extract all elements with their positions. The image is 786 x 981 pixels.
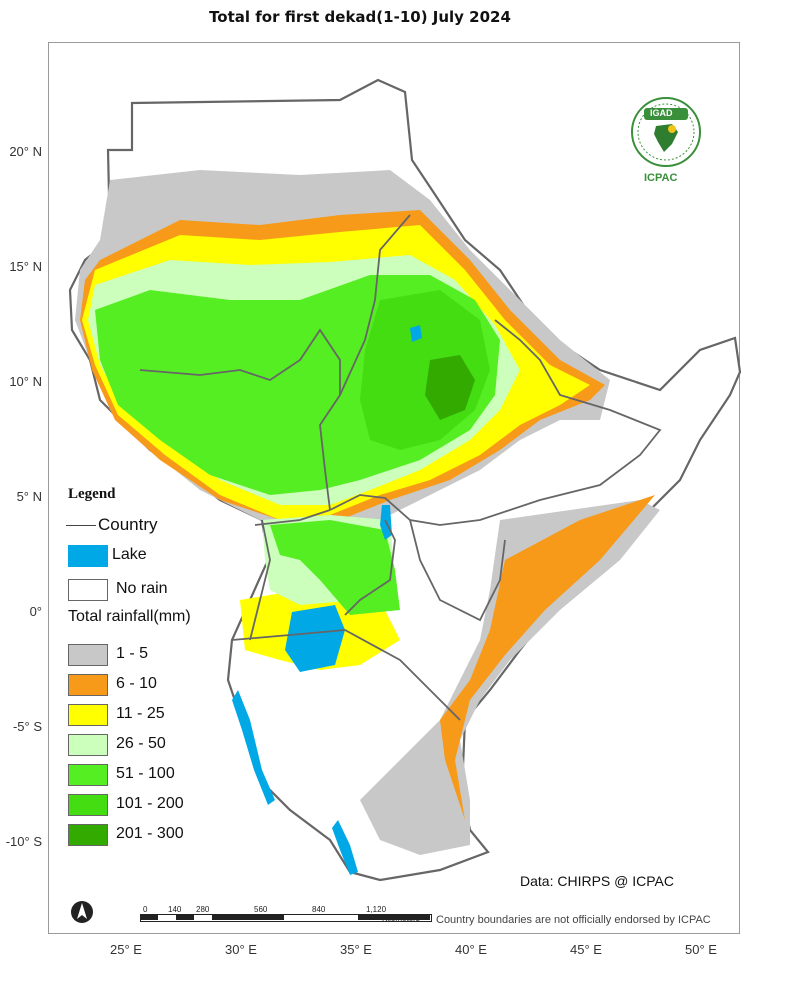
legend-class-swatch — [68, 644, 108, 666]
scale-tick-label: 560 — [254, 905, 268, 914]
legend-no-rain-label: No rain — [116, 580, 168, 597]
legend-class-swatch — [68, 794, 108, 816]
lon-label: 45° E — [570, 942, 602, 957]
data-source: Data: CHIRPS @ ICPAC — [520, 873, 674, 889]
rain-zone-1-5-south — [360, 500, 660, 855]
legend-rainfall-title: Total rainfall(mm) — [68, 608, 191, 625]
legend-lake-swatch — [68, 545, 108, 567]
lat-label: 20° N — [9, 144, 42, 159]
lat-label: 5° N — [16, 489, 42, 504]
legend-no-rain-swatch — [68, 579, 108, 601]
lon-label: 35° E — [340, 942, 372, 957]
igad-icpac-logo — [631, 97, 701, 167]
lake-victoria — [285, 605, 345, 672]
lat-label: 10° N — [9, 374, 42, 389]
lat-label: -10° S — [5, 834, 42, 849]
legend-class-label: 101 - 200 — [116, 795, 184, 812]
legend-class-swatch — [68, 734, 108, 756]
legend-class-label: 11 - 25 — [116, 705, 165, 722]
map-title: Total for first dekad(1-10) July 2024 — [209, 8, 511, 26]
scale-tick-label: 140 — [168, 905, 182, 914]
legend-class-label: 26 - 50 — [116, 735, 166, 752]
legend-class-label: 201 - 300 — [116, 825, 184, 842]
lon-label: 50° E — [685, 942, 717, 957]
legend-class-swatch — [68, 704, 108, 726]
scale-unit: Kilometers — [382, 914, 420, 923]
country-boundaries — [139, 214, 662, 721]
scale-tick-label: 840 — [312, 905, 326, 914]
lake-tanganyika — [232, 690, 275, 805]
lat-label: -5° S — [12, 719, 42, 734]
logo-text-top: IGAD — [650, 108, 673, 118]
legend-country-label: Country — [98, 515, 158, 534]
legend-class-swatch — [68, 764, 108, 786]
legend-class-swatch — [68, 824, 108, 846]
disclaimer: Country boundaries are not officially en… — [436, 914, 711, 926]
lake-tana — [410, 325, 422, 342]
scale-tick-label: 280 — [196, 905, 210, 914]
scale-tick-label: 1,120 — [366, 905, 387, 914]
rain-zone-201-300 — [425, 355, 475, 420]
legend-title: Legend — [68, 486, 116, 502]
rain-zone-6-10-south — [440, 495, 655, 820]
lon-label: 30° E — [225, 942, 257, 957]
north-arrow-icon — [71, 901, 93, 923]
legend-lake-label: Lake — [112, 546, 147, 563]
lon-label: 25° E — [110, 942, 142, 957]
legend-class-label: 51 - 100 — [116, 765, 175, 782]
legend-class-label: 1 - 5 — [116, 645, 149, 662]
lat-label: 0° — [29, 604, 42, 619]
legend-country-line — [66, 525, 96, 526]
lon-label: 40° E — [455, 942, 487, 957]
legend-class-label: 6 - 10 — [116, 675, 157, 692]
rain-zone-51-100-south — [270, 520, 400, 615]
lake-malawi — [332, 820, 358, 875]
logo-text-bottom: ICPAC — [644, 172, 678, 184]
legend-class-swatch — [68, 674, 108, 696]
lat-label: 15° N — [9, 259, 42, 274]
scale-tick-label: 0 — [143, 905, 148, 914]
